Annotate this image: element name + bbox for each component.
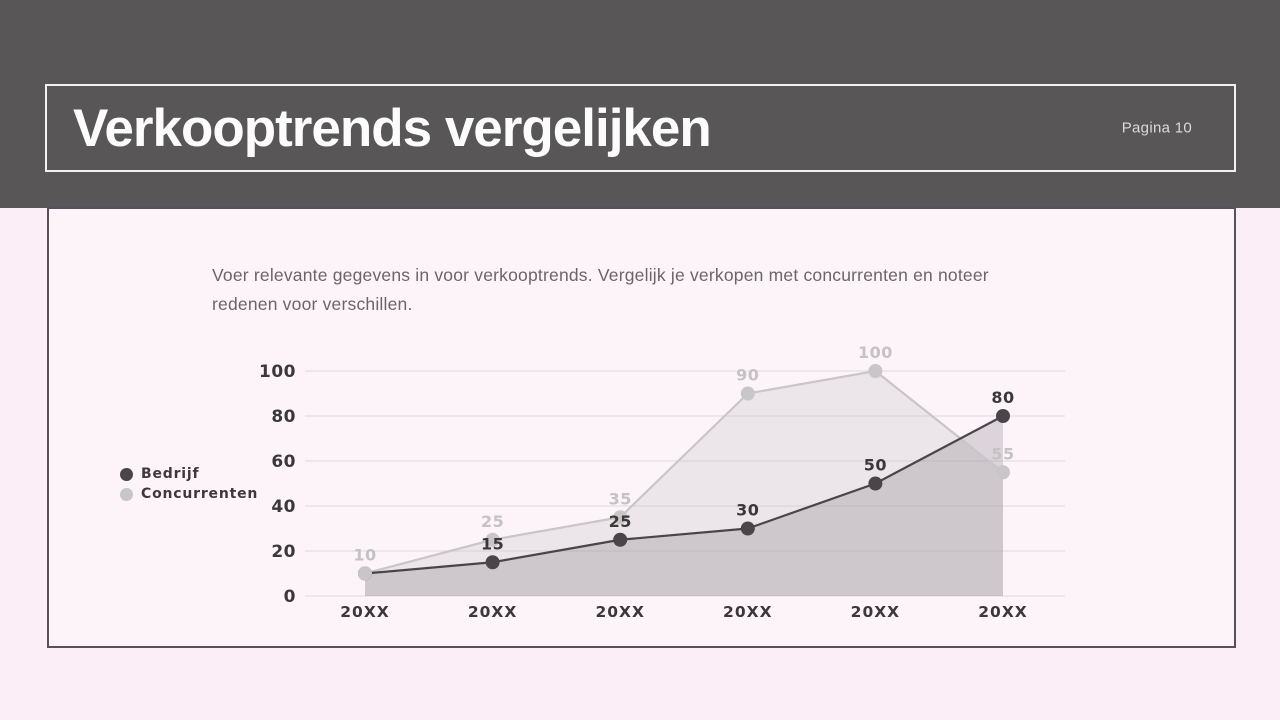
legend-item-bedrijf: Bedrijf (120, 464, 258, 484)
data-point-bedrijf (485, 555, 500, 570)
x-tick-label: 20XX (978, 603, 1027, 621)
bedrijf-series-dot-icon (120, 467, 133, 481)
data-point-bedrijf (740, 521, 755, 536)
y-tick-label: 80 (271, 407, 296, 427)
data-label-concurrenten: 35 (609, 489, 632, 508)
data-point-concurrenten (485, 532, 500, 547)
concurrenten-series-dot-icon (120, 487, 133, 501)
data-point-bedrijf (996, 409, 1010, 423)
x-tick-label: 20XX (468, 603, 517, 621)
data-point-concurrenten (740, 386, 755, 401)
x-tick-label: 20XX (851, 603, 900, 621)
description-line-1: Voer relevante gegevens in voor verkoopt… (212, 265, 989, 285)
x-tick-label: 20XX (595, 603, 644, 621)
data-point-bedrijf (868, 476, 883, 491)
legend-label-bedrijf: Bedrijf (141, 466, 200, 482)
title-box[interactable]: Verkooptrends vergelijken Pagina 10 (45, 84, 1236, 172)
data-label-bedrijf: 30 (736, 501, 759, 520)
data-point-concurrenten (613, 510, 628, 525)
data-point-concurrenten (996, 465, 1010, 480)
data-label-bedrijf: 80 (991, 388, 1014, 407)
data-label-concurrenten: 90 (736, 366, 759, 385)
data-label-bedrijf: 15 (481, 534, 504, 553)
series-area-bedrijf (365, 416, 1003, 596)
data-label-concurrenten: 25 (481, 512, 504, 531)
page-title: Verkooptrends vergelijken (73, 98, 712, 158)
data-label-bedrijf: 50 (864, 456, 887, 475)
data-point-bedrijf (613, 532, 628, 547)
header-band: Verkooptrends vergelijken Pagina 10 (0, 0, 1280, 208)
y-tick-label: 60 (271, 452, 296, 472)
data-label-bedrijf: 25 (609, 512, 632, 531)
y-tick-label: 100 (259, 362, 296, 382)
x-tick-label: 20XX (723, 603, 772, 621)
series-line-concurrenten (364, 369, 1004, 575)
data-point-concurrenten (868, 364, 883, 378)
legend-item-concurrenten: Concurrenten (120, 484, 258, 504)
content-box (47, 207, 1236, 648)
legend-label-concurrenten: Concurrenten (141, 486, 259, 502)
y-tick-label: 0 (284, 587, 296, 607)
chart-legend: Bedrijf Concurrenten (120, 464, 258, 504)
y-tick-label: 40 (271, 497, 296, 517)
description-text[interactable]: Voer relevante gegevens in voor verkoopt… (212, 261, 1042, 319)
page-number-label: Pagina 10 (1121, 119, 1192, 137)
data-point-concurrenten (358, 566, 372, 581)
y-tick-label: 20 (271, 542, 296, 562)
data-label-concurrenten: 10 (353, 546, 376, 565)
series-area-concurrenten (365, 371, 1003, 596)
x-tick-label: 20XX (340, 603, 389, 621)
series-line-bedrijf (364, 415, 1004, 575)
data-label-concurrenten: 100 (858, 343, 893, 362)
data-label-concurrenten: 55 (991, 444, 1014, 463)
description-line-2: redenen voor verschillen. (212, 294, 413, 314)
